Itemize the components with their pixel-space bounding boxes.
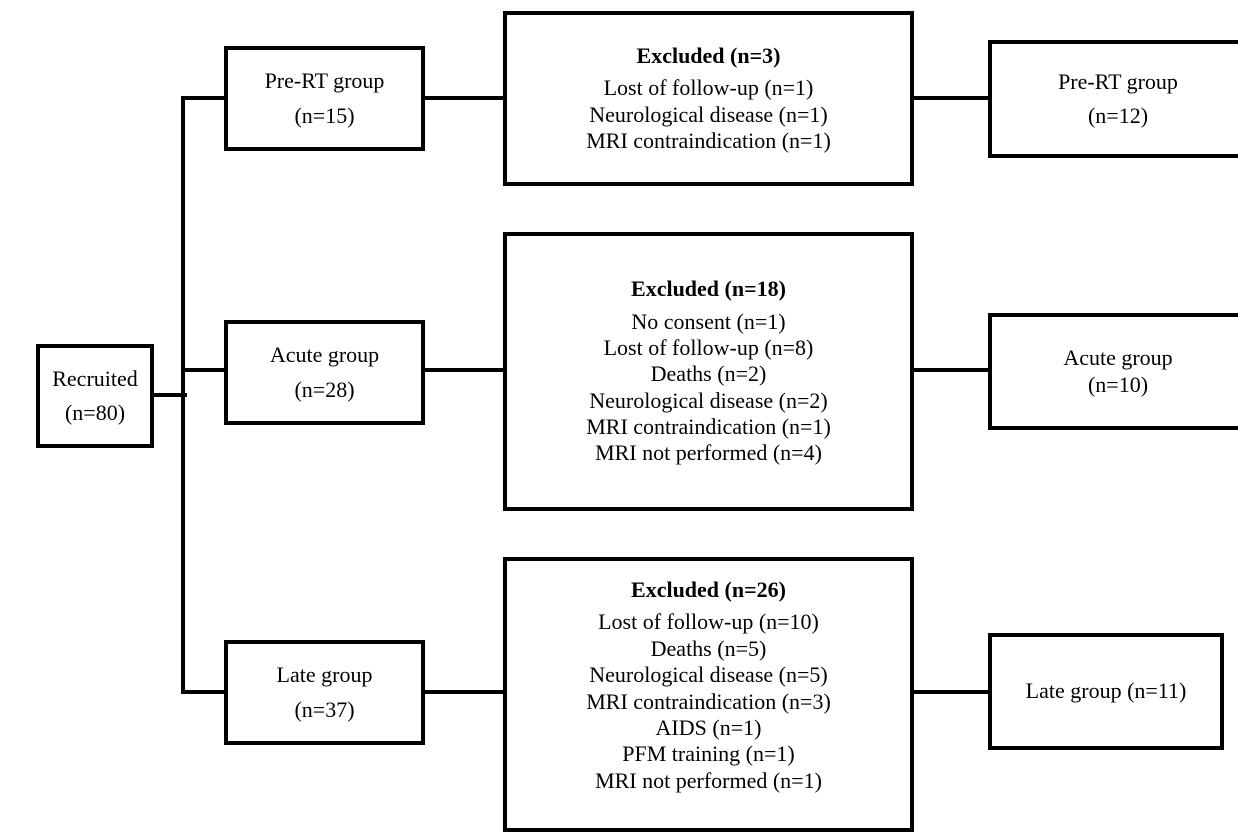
excluded-reason: Deaths (n=5) [650,635,767,661]
recruited-box: Recruited (n=80) [36,344,154,448]
final-box-acute: Acute group (n=10) [988,313,1238,430]
excluded-reason: MRI not performed (n=4) [595,440,822,466]
excluded-reason: Neurological disease (n=1) [589,101,828,127]
excluded-reason: Lost of follow-up (n=8) [603,334,814,360]
group-count: (n=15) [294,102,355,128]
excluded-reason: Lost of follow-up (n=1) [603,75,814,101]
final-label: Pre-RT group [1058,68,1178,94]
final-label: Late group (n=11) [1025,678,1187,704]
excluded-reason: PFM training (n=1) [622,741,795,767]
connector-excluded-to-final-acute [910,368,992,372]
group-label: Late group [276,662,373,688]
group-box-acute: Acute group (n=28) [224,320,425,425]
excluded-title: Excluded (n=18) [631,276,786,302]
recruited-count: (n=80) [64,400,126,425]
final-box-prert: Pre-RT group (n=12) [988,40,1238,158]
excluded-title: Excluded (n=26) [631,577,786,602]
final-label: Acute group [1063,345,1173,371]
excluded-box-prert: Excluded (n=3) Lost of follow-up (n=1) N… [503,11,914,186]
excluded-reason: No consent (n=1) [631,308,786,334]
group-label: Pre-RT group [264,68,385,94]
connector-spine-to-acute [181,368,228,372]
excluded-reasons-list: Lost of follow-up (n=10) Deaths (n=5) Ne… [586,609,831,794]
connector-late-to-excluded [421,690,507,694]
group-box-late: Late group (n=37) [224,640,425,745]
final-box-late: Late group (n=11) [988,633,1224,750]
excluded-reason: AIDS (n=1) [655,714,762,740]
final-count: (n=10) [1087,371,1149,397]
excluded-box-late: Excluded (n=26) Lost of follow-up (n=10)… [503,557,914,832]
group-count: (n=28) [294,376,355,402]
excluded-reasons-list: No consent (n=1) Lost of follow-up (n=8)… [586,309,831,467]
excluded-reason: Neurological disease (n=5) [589,662,828,688]
connector-prert-to-excluded [421,96,507,100]
connector-vertical-spine [181,96,185,694]
excluded-reason: Neurological disease (n=2) [589,387,828,413]
excluded-reason: MRI contraindication (n=1) [586,414,831,440]
excluded-reason: MRI contraindication (n=3) [586,688,831,714]
group-box-prert: Pre-RT group (n=15) [224,46,425,151]
excluded-title: Excluded (n=3) [636,42,781,68]
connector-recruited-to-spine [150,393,187,397]
excluded-reason: MRI contraindication (n=1) [586,127,831,153]
group-count: (n=37) [294,696,355,722]
connector-excluded-to-final-late [910,690,992,694]
excluded-reason: Lost of follow-up (n=10) [598,609,819,635]
excluded-box-acute: Excluded (n=18) No consent (n=1) Lost of… [503,232,914,511]
recruited-label: Recruited [52,365,138,391]
excluded-reason: MRI not performed (n=1) [595,767,822,793]
excluded-reason: Deaths (n=2) [650,361,767,387]
connector-excluded-to-final-prert [910,96,992,100]
connector-spine-to-prert [181,96,228,100]
connector-acute-to-excluded [421,368,507,372]
connector-spine-to-late [181,690,228,694]
excluded-reasons-list: Lost of follow-up (n=1) Neurological dis… [586,75,831,154]
final-count: (n=12) [1087,103,1149,128]
group-label: Acute group [269,342,380,368]
